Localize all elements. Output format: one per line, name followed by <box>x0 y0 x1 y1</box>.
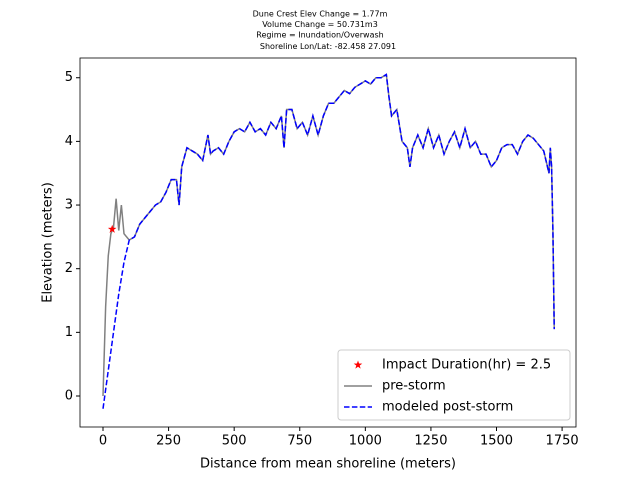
y-tick-label: 2 <box>65 261 73 276</box>
series-line <box>102 73 555 409</box>
legend-box <box>337 349 571 421</box>
chart-title: Dune Crest Elev Change = 1.77m <box>253 10 388 19</box>
y-tick-label: 3 <box>65 198 73 213</box>
x-tick-label: 1500 <box>480 434 513 449</box>
point-marker <box>107 224 117 233</box>
legend-label: pre-storm <box>382 379 446 394</box>
y-tick-label: 4 <box>65 134 73 149</box>
legend-label: modeled post-storm <box>382 400 513 415</box>
x-tick-label: 750 <box>287 434 312 449</box>
legend-marker <box>353 360 363 369</box>
x-tick-label: 0 <box>99 434 107 449</box>
x-tick-label: 1750 <box>546 434 579 449</box>
y-axis-label: Elevation (meters) <box>41 182 56 303</box>
x-tick-label: 1250 <box>414 434 447 449</box>
x-tick-label: 500 <box>222 434 247 449</box>
x-axis-label: Distance from mean shoreline (meters) <box>200 457 456 472</box>
axes-frame <box>79 57 577 428</box>
chart-title: Volume Change = 50.731m3 <box>262 20 378 29</box>
x-tick-label: 250 <box>156 434 181 449</box>
x-tick-label: 1000 <box>349 434 382 449</box>
chart-title: Shoreline Lon/Lat: -82.458 27.091 <box>260 42 396 51</box>
y-tick-label: 0 <box>65 389 73 404</box>
y-tick-label: 1 <box>65 325 73 340</box>
chart-title: Regime = Inundation/Overwash <box>256 31 383 40</box>
y-tick-label: 5 <box>65 70 73 85</box>
legend-label: Impact Duration(hr) = 2.5 <box>382 358 551 373</box>
